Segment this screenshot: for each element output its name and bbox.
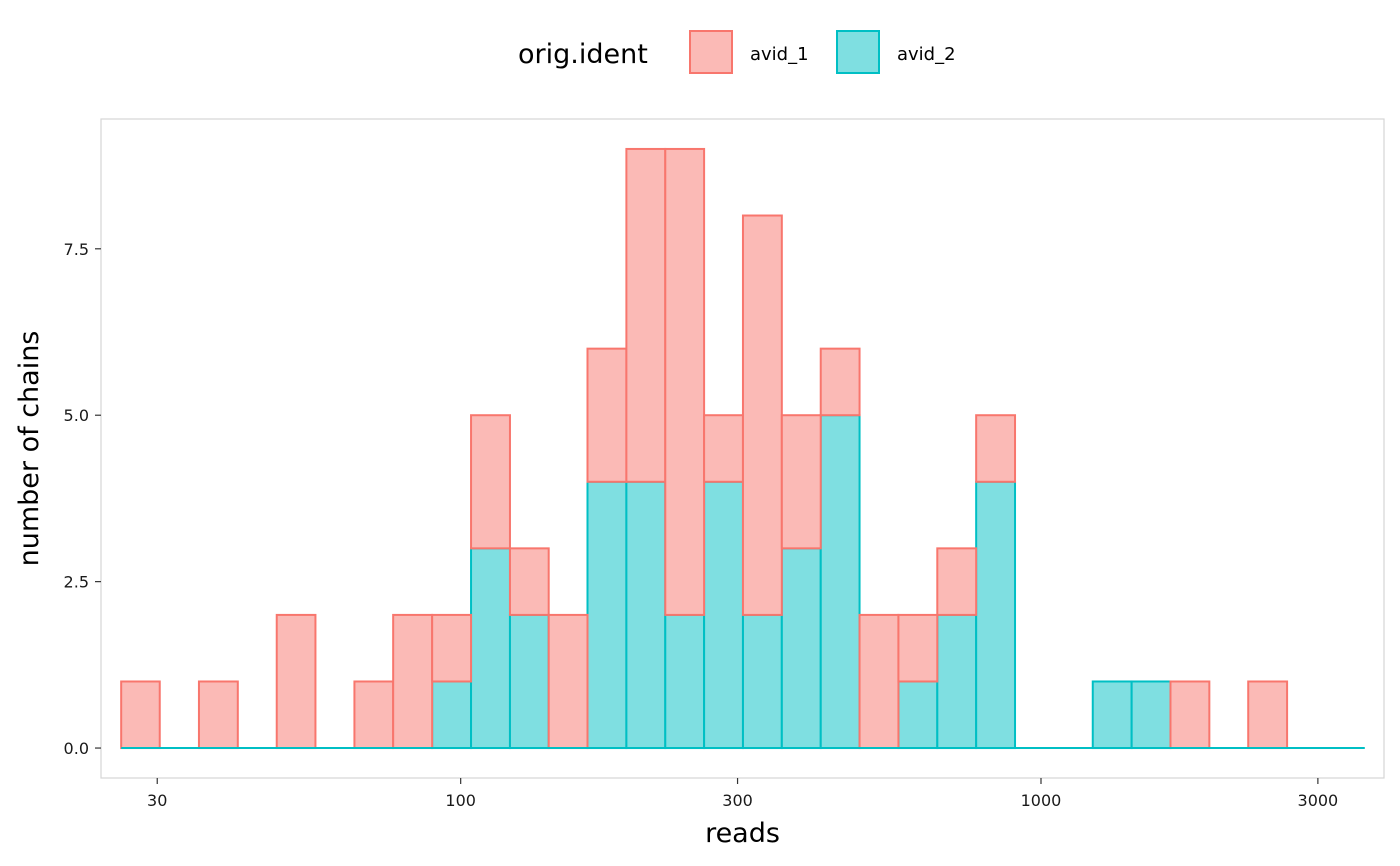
legend-label-avid_2: avid_2 bbox=[897, 44, 956, 65]
bar-avid_1-18 bbox=[819, 347, 861, 417]
bar-avid_1-20 bbox=[897, 613, 939, 683]
bar-avid_2-25 bbox=[1091, 680, 1133, 750]
bar-avid_2-10 bbox=[508, 613, 550, 750]
x-tick-label: 100 bbox=[445, 791, 476, 810]
x-tick-label: 300 bbox=[722, 791, 753, 810]
bar-avid_2-9 bbox=[470, 547, 511, 750]
bar-avid_1-9 bbox=[470, 414, 511, 550]
bar-avid_1-11 bbox=[547, 613, 589, 750]
bar-avid_1-22 bbox=[975, 414, 1017, 483]
legend-label-avid_1: avid_1 bbox=[750, 44, 809, 65]
x-tick-label: 30 bbox=[147, 791, 167, 810]
bar-avid_2-15 bbox=[703, 480, 744, 750]
legend-title: orig.ident bbox=[518, 39, 648, 70]
bar-avid_1-6 bbox=[353, 680, 395, 750]
bar-avid_2-21 bbox=[936, 613, 978, 750]
y-tick-label: 5.0 bbox=[64, 406, 89, 425]
bar-avid_1-10 bbox=[508, 547, 550, 616]
bar-avid_1-27 bbox=[1169, 680, 1211, 750]
y-tick-label: 2.5 bbox=[64, 573, 89, 592]
bar-avid_2-16 bbox=[741, 613, 783, 750]
bar-avid_1-7 bbox=[392, 613, 434, 750]
bar-avid_1-21 bbox=[936, 547, 978, 616]
bar-avid_2-18 bbox=[819, 414, 861, 750]
bar-avid_2-22 bbox=[975, 480, 1017, 750]
bar-avid_1-17 bbox=[780, 414, 822, 550]
bar-avid_1-16 bbox=[741, 214, 783, 616]
y-axis: 0.0 2.5 5.0 7.5 bbox=[64, 240, 101, 758]
bar-avid_1-12 bbox=[586, 347, 628, 483]
legend-key-avid_1 bbox=[689, 30, 733, 74]
bar-avid_1-8 bbox=[431, 613, 473, 683]
histogram-bars bbox=[120, 147, 1289, 750]
bar-avid_2-8 bbox=[431, 680, 473, 750]
bar-avid_2-14 bbox=[664, 613, 706, 750]
plot-panel-border bbox=[100, 118, 1385, 779]
x-tick-label: 1000 bbox=[1021, 791, 1062, 810]
bar-avid_2-13 bbox=[625, 480, 667, 750]
bar-avid_2-26 bbox=[1130, 680, 1172, 750]
bar-avid_2-20 bbox=[897, 680, 939, 750]
bar-avid_1-14 bbox=[664, 147, 706, 616]
bar-avid_1-13 bbox=[625, 147, 667, 483]
legend-key-avid_2 bbox=[836, 30, 880, 74]
bar-avid_2-12 bbox=[586, 480, 628, 750]
bar-avid_1-2 bbox=[197, 680, 239, 750]
y-tick-label: 7.5 bbox=[64, 240, 89, 259]
y-axis-title: number of chains bbox=[14, 331, 45, 567]
y-tick-label: 0.0 bbox=[64, 739, 89, 758]
bar-avid_1-0 bbox=[120, 680, 161, 750]
bar-avid_2-17 bbox=[780, 547, 822, 750]
bar-avid_1-15 bbox=[703, 414, 744, 483]
bar-avid_1-4 bbox=[275, 613, 317, 750]
x-axis: 30 100 300 1000 3000 bbox=[147, 778, 1338, 810]
bar-avid_1-29 bbox=[1247, 680, 1289, 750]
x-tick-label: 3000 bbox=[1298, 791, 1339, 810]
legend: orig.ident avid_1 avid_2 bbox=[518, 30, 956, 74]
x-axis-title: reads bbox=[705, 818, 780, 849]
bar-avid_1-19 bbox=[858, 613, 900, 750]
